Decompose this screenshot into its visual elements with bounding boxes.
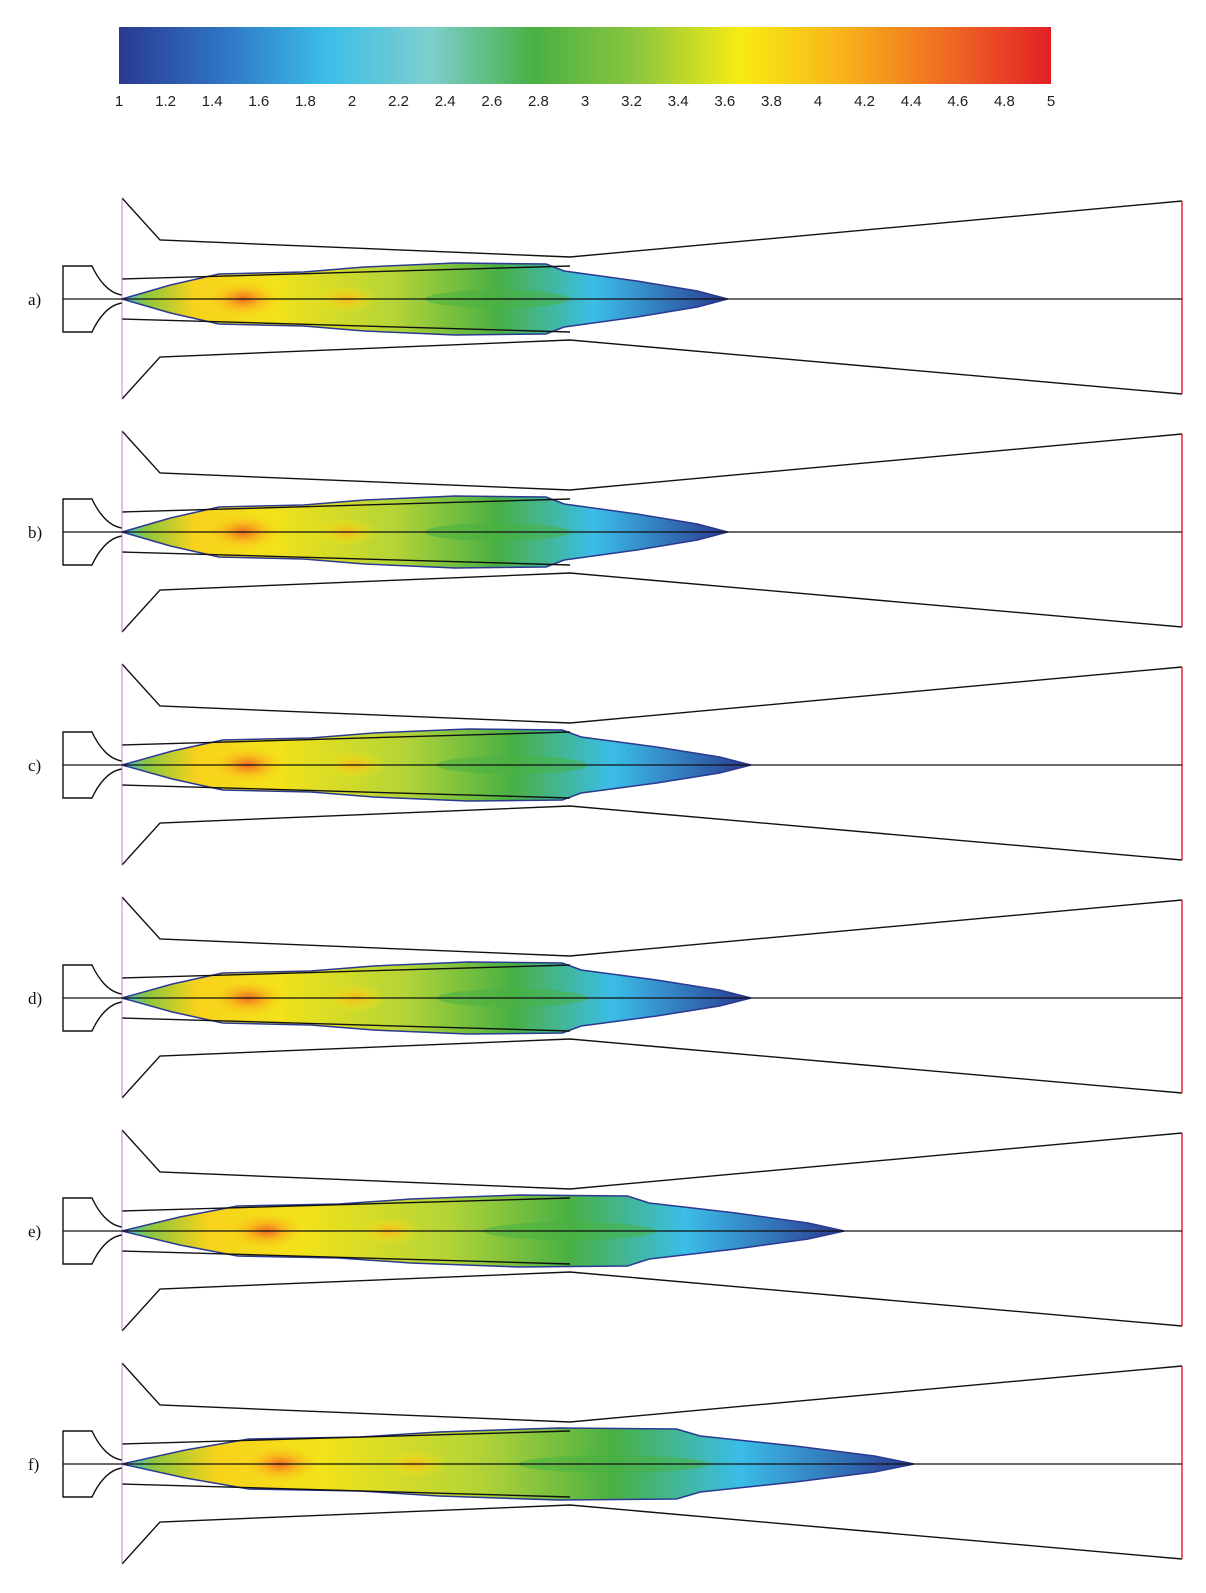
chamber-wall-lower (121, 572, 1183, 633)
panel-label: b) (28, 523, 42, 542)
panel-label: c) (28, 756, 41, 775)
colorbar-tick-label: 1.8 (295, 93, 316, 110)
colorbar-tick-label: 2 (348, 93, 356, 110)
panel-label: d) (28, 989, 42, 1008)
jet-boundary-upper (121, 265, 571, 280)
panel-d: d) (28, 896, 1183, 1099)
panel-b: b) (28, 430, 1183, 633)
jet-boundary-lower (121, 1483, 571, 1498)
chamber-wall-upper (121, 1129, 1183, 1190)
chamber-wall-upper (121, 1362, 1183, 1423)
colorbar-tick-label: 1.6 (248, 93, 269, 110)
jet-boundary-upper (121, 964, 571, 979)
panels: a) b) c) d) e) f) (28, 197, 1183, 1565)
jet-boundary-upper (121, 1430, 571, 1445)
colorbar-ticks: 1 1.2 1.4 1.6 1.8 2 2.2 2.4 2.6 2.8 3 3.2 3.4 3.6 3.8 4… (115, 93, 1055, 110)
panel-c: c) (28, 663, 1183, 866)
colorbar: 1 1.2 1.4 1.6 1.8 2 2.2 2.4 2.6 2.8 3 3.2 3.4 3.6 3.8 4… (115, 27, 1055, 110)
chamber-wall-lower (121, 1038, 1183, 1099)
colorbar-tick-label: 2.4 (435, 93, 456, 110)
colorbar-tick-label: 2.6 (481, 93, 502, 110)
colorbar-tick-label: 3 (581, 93, 589, 110)
chamber-wall-upper (121, 663, 1183, 724)
chamber-wall-upper (121, 430, 1183, 491)
panel-label: e) (28, 1222, 41, 1241)
colorbar-tick-label: 4 (814, 93, 822, 110)
colorbar-tick-label: 3.2 (621, 93, 642, 110)
colorbar-tick-label: 1 (115, 93, 123, 110)
jet-boundary-lower (121, 1250, 571, 1265)
panel-label: f) (28, 1455, 39, 1474)
colorbar-tick-label: 4.2 (854, 93, 875, 110)
panel-f: f) (28, 1362, 1183, 1565)
colorbar-tick-label: 3.8 (761, 93, 782, 110)
chamber-wall-upper (121, 896, 1183, 957)
panel-label: a) (28, 290, 41, 309)
jet-boundary-lower (121, 551, 571, 566)
chamber-wall-upper (121, 197, 1183, 258)
colorbar-tick-label: 1.4 (202, 93, 223, 110)
jet-boundary-lower (121, 784, 571, 799)
jet-boundary-upper (121, 498, 571, 513)
colorbar-tick-label: 2.2 (388, 93, 409, 110)
colorbar-tick-label: 5 (1047, 93, 1055, 110)
chamber-wall-lower (121, 1271, 1183, 1332)
jet-boundary-upper (121, 1197, 571, 1212)
colorbar-tick-label: 1.2 (155, 93, 176, 110)
colorbar-tick-label: 4.8 (994, 93, 1015, 110)
chamber-wall-lower (121, 339, 1183, 400)
colorbar-tick-label: 2.8 (528, 93, 549, 110)
chamber-wall-lower (121, 1504, 1183, 1565)
colorbar-gradient (119, 27, 1051, 84)
colorbar-tick-label: 4.6 (947, 93, 968, 110)
panel-e: e) (28, 1129, 1183, 1332)
panel-a: a) (28, 197, 1183, 400)
jet-boundary-lower (121, 1017, 571, 1032)
jet-boundary-lower (121, 318, 571, 333)
colorbar-tick-label: 3.6 (714, 93, 735, 110)
colorbar-tick-label: 4.4 (901, 93, 922, 110)
colorbar-tick-label: 3.4 (668, 93, 689, 110)
chamber-wall-lower (121, 805, 1183, 866)
jet-boundary-upper (121, 731, 571, 746)
